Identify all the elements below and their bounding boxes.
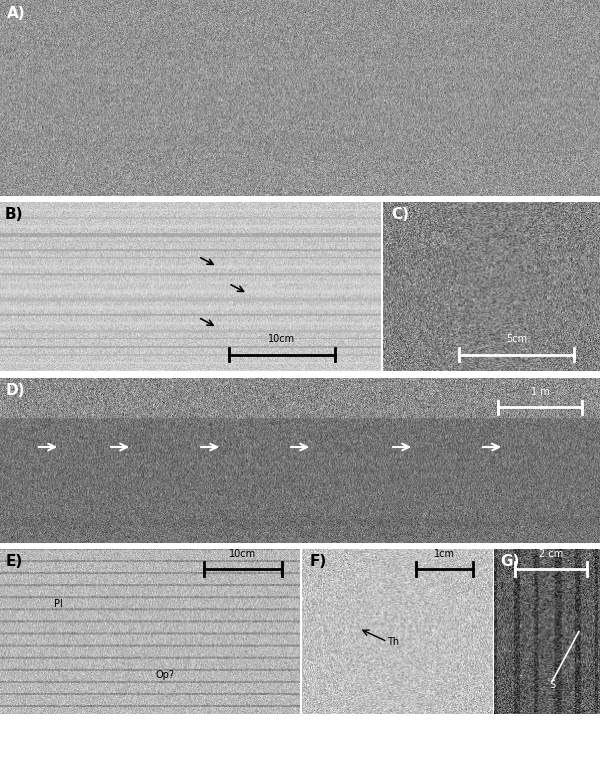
Text: S: S — [549, 680, 555, 690]
Text: 10cm: 10cm — [268, 335, 296, 345]
Text: E): E) — [6, 554, 23, 569]
Text: F): F) — [310, 554, 326, 569]
Text: A): A) — [7, 6, 26, 21]
Text: D): D) — [6, 382, 25, 398]
Text: G): G) — [500, 554, 520, 569]
Text: 1cm: 1cm — [434, 549, 455, 559]
Text: 5cm: 5cm — [506, 335, 527, 345]
Text: 2 cm: 2 cm — [539, 549, 563, 559]
Text: 10cm: 10cm — [229, 549, 257, 559]
Text: Pl: Pl — [54, 599, 63, 609]
Text: C): C) — [391, 208, 409, 222]
Text: Th: Th — [388, 637, 400, 647]
Text: Op?: Op? — [156, 670, 175, 680]
Text: B): B) — [5, 208, 23, 222]
Text: 1 m: 1 m — [530, 388, 550, 398]
